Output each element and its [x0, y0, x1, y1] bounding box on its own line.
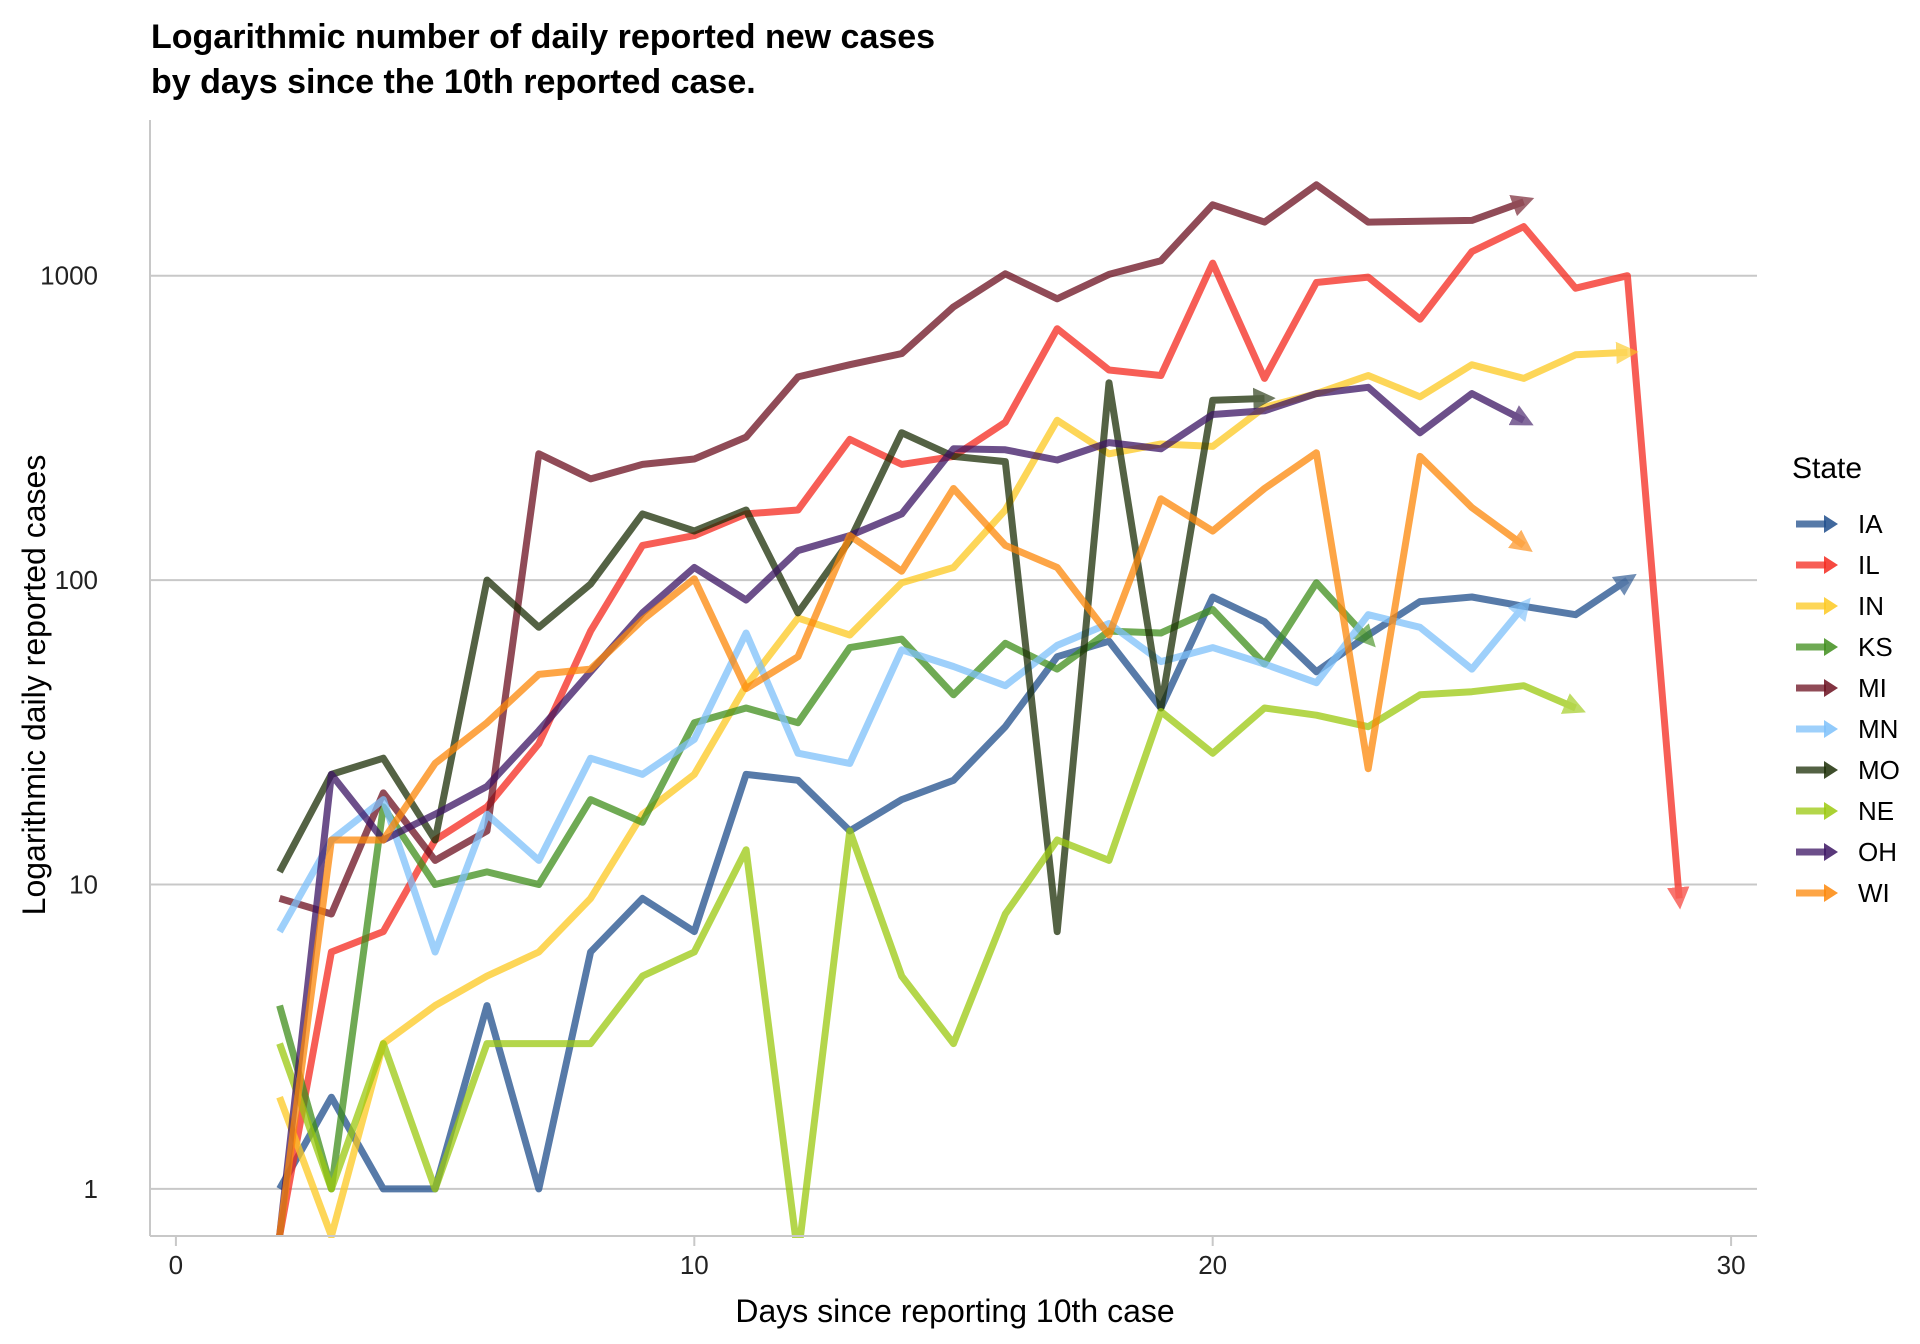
x-axis-label: Days since reporting 10th case [735, 1293, 1174, 1329]
legend-item-wi: WI [1796, 878, 1890, 908]
x-tick-label-10: 10 [680, 1250, 709, 1280]
series-line-mn [276, 597, 1531, 956]
legend-item-mo: MO [1796, 755, 1900, 785]
series-in [276, 341, 1639, 1238]
legend-label-ks: KS [1858, 632, 1893, 662]
y-tick-label-100: 100 [55, 565, 98, 595]
y-axis-label: Logarithmic daily reported cases [16, 455, 52, 916]
legend-arrow-icon-in [1824, 597, 1838, 615]
series-mo [276, 379, 1276, 936]
series-mn [276, 597, 1531, 956]
series-line-in [276, 341, 1639, 1238]
legend-arrow-icon-mi [1824, 679, 1838, 697]
legend-arrow-icon-mn [1824, 720, 1838, 738]
legend-arrow-icon-ia [1824, 515, 1838, 533]
legend-label-ia: IA [1858, 509, 1883, 539]
series-wi [276, 449, 1533, 1237]
legend-item-ia: IA [1796, 509, 1883, 539]
legend-arrow-icon-mo [1824, 761, 1838, 779]
legend-item-mn: MN [1796, 714, 1898, 744]
legend-label-mn: MN [1858, 714, 1898, 744]
grid-layer: 1 10 100 1000 [40, 261, 1757, 1204]
series-il [276, 223, 1690, 1237]
legend-item-ks: KS [1796, 632, 1893, 662]
y-tick-label-1: 1 [84, 1174, 98, 1204]
legend-label-wi: WI [1858, 878, 1890, 908]
x-tick-label-0: 0 [169, 1250, 183, 1280]
axis-layer: 0 10 20 30 [149, 120, 1757, 1280]
series-line-mo [276, 379, 1276, 936]
legend-item-in: IN [1796, 591, 1884, 621]
series-line-ks [276, 579, 1376, 1193]
legend-item-ne: NE [1796, 796, 1894, 826]
chart-title-line-2: by days since the 10th reported case. [151, 63, 756, 101]
legend-arrow-icon-wi [1824, 884, 1838, 902]
legend-arrow-icon-oh [1824, 843, 1838, 861]
legend-label-mo: MO [1858, 755, 1900, 785]
legend-label-ne: NE [1858, 796, 1894, 826]
legend-arrow-icon-ks [1824, 638, 1838, 656]
y-tick-label-1000: 1000 [40, 261, 98, 291]
series-ne [276, 682, 1586, 1238]
series-mi [278, 181, 1535, 918]
series-line-ne [276, 682, 1586, 1238]
legend-label-mi: MI [1858, 673, 1887, 703]
legend-arrow-icon-ne [1824, 802, 1838, 820]
x-tick-label-20: 20 [1198, 1250, 1227, 1280]
legend-label-in: IN [1858, 591, 1884, 621]
legend-item-oh: OH [1796, 837, 1897, 867]
y-tick-label-10: 10 [69, 869, 98, 899]
chart-title-line-1: Logarithmic number of daily reported new… [151, 18, 935, 56]
legend-arrow-icon-il [1824, 556, 1838, 574]
series-ia [276, 573, 1637, 1193]
series-line-mi [278, 181, 1535, 918]
series-ks [276, 579, 1376, 1193]
legend-label-oh: OH [1858, 837, 1897, 867]
legend-item-mi: MI [1796, 673, 1887, 703]
legend-title: State [1792, 452, 1862, 485]
legend-item-il: IL [1796, 550, 1880, 580]
series-line-il [276, 223, 1690, 1237]
series-layer [276, 181, 1690, 1238]
legend: State IA IL IN KS MI MN MO NE OH WI [1792, 452, 1900, 908]
legend-label-il: IL [1858, 550, 1880, 580]
x-tick-label-30: 30 [1717, 1250, 1746, 1280]
